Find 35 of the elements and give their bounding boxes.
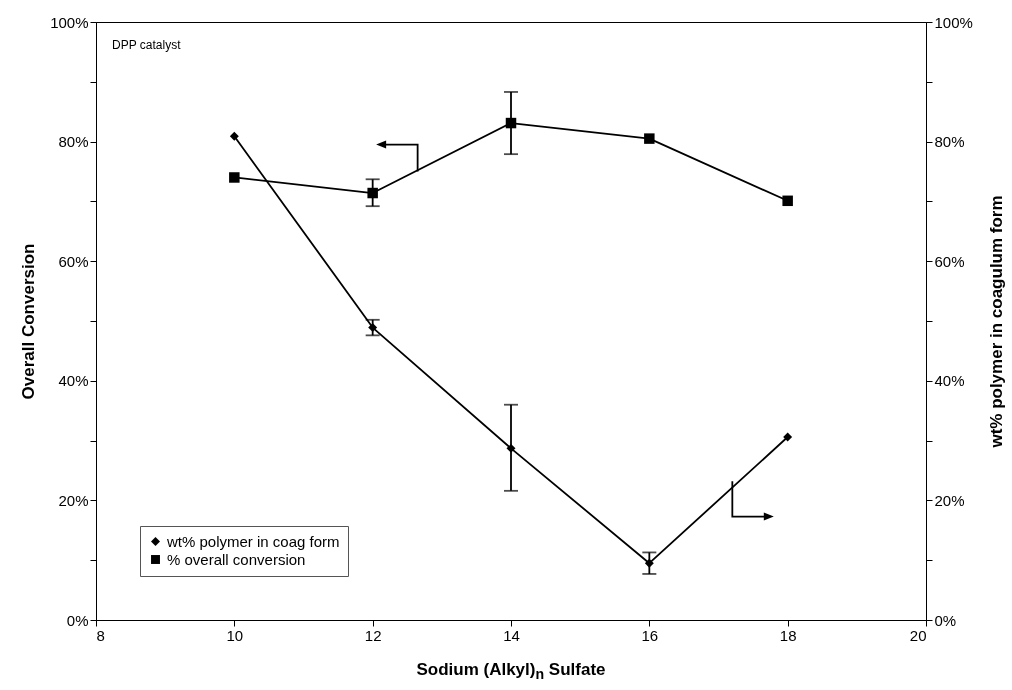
point bbox=[782, 195, 793, 207]
point bbox=[506, 443, 516, 453]
x-tick-label: 12 bbox=[364, 626, 382, 644]
point bbox=[229, 172, 240, 183]
y-tick-label: 60% bbox=[58, 252, 89, 270]
y2-tick-label: 0% bbox=[934, 611, 957, 629]
x-tick-label: 10 bbox=[226, 626, 244, 644]
x-tick-label: 16 bbox=[641, 626, 659, 644]
y-tick-label: 20% bbox=[58, 491, 89, 509]
y-tick-label: 100% bbox=[50, 13, 89, 31]
annotation: DPP catalyst bbox=[112, 38, 181, 52]
y2-tick-label: 100% bbox=[934, 13, 973, 31]
x-tick-label: 14 bbox=[503, 626, 520, 644]
y2-tick-label: 80% bbox=[934, 133, 965, 151]
y2-tick-label: 40% bbox=[934, 372, 965, 390]
x-axis-title: Sodium (Alkyl)$_{n}$ Sulfate bbox=[415, 660, 607, 683]
legend-label: % overall conversion bbox=[167, 550, 306, 568]
point bbox=[644, 133, 655, 144]
x-tick-label: 8 bbox=[96, 626, 105, 644]
y2-tick-label: 60% bbox=[934, 252, 965, 270]
point bbox=[368, 323, 378, 333]
point bbox=[505, 117, 517, 129]
point bbox=[367, 187, 378, 199]
y-tick-label: 40% bbox=[58, 372, 89, 390]
x-tick-label: 18 bbox=[779, 626, 797, 644]
y2-axis-title: wt% polymer in coagulum form bbox=[986, 195, 1006, 449]
point bbox=[229, 131, 239, 141]
x-tick-label: 20 bbox=[909, 626, 927, 644]
y-tick-label: 0% bbox=[66, 611, 89, 629]
y2-tick-label: 20% bbox=[934, 491, 965, 509]
legend-label: wt% polymer in coag form bbox=[166, 532, 340, 550]
point bbox=[644, 558, 654, 568]
point bbox=[783, 432, 793, 442]
y-tick-label: 80% bbox=[58, 133, 89, 151]
y-axis-title: Overall Conversion bbox=[19, 243, 39, 400]
